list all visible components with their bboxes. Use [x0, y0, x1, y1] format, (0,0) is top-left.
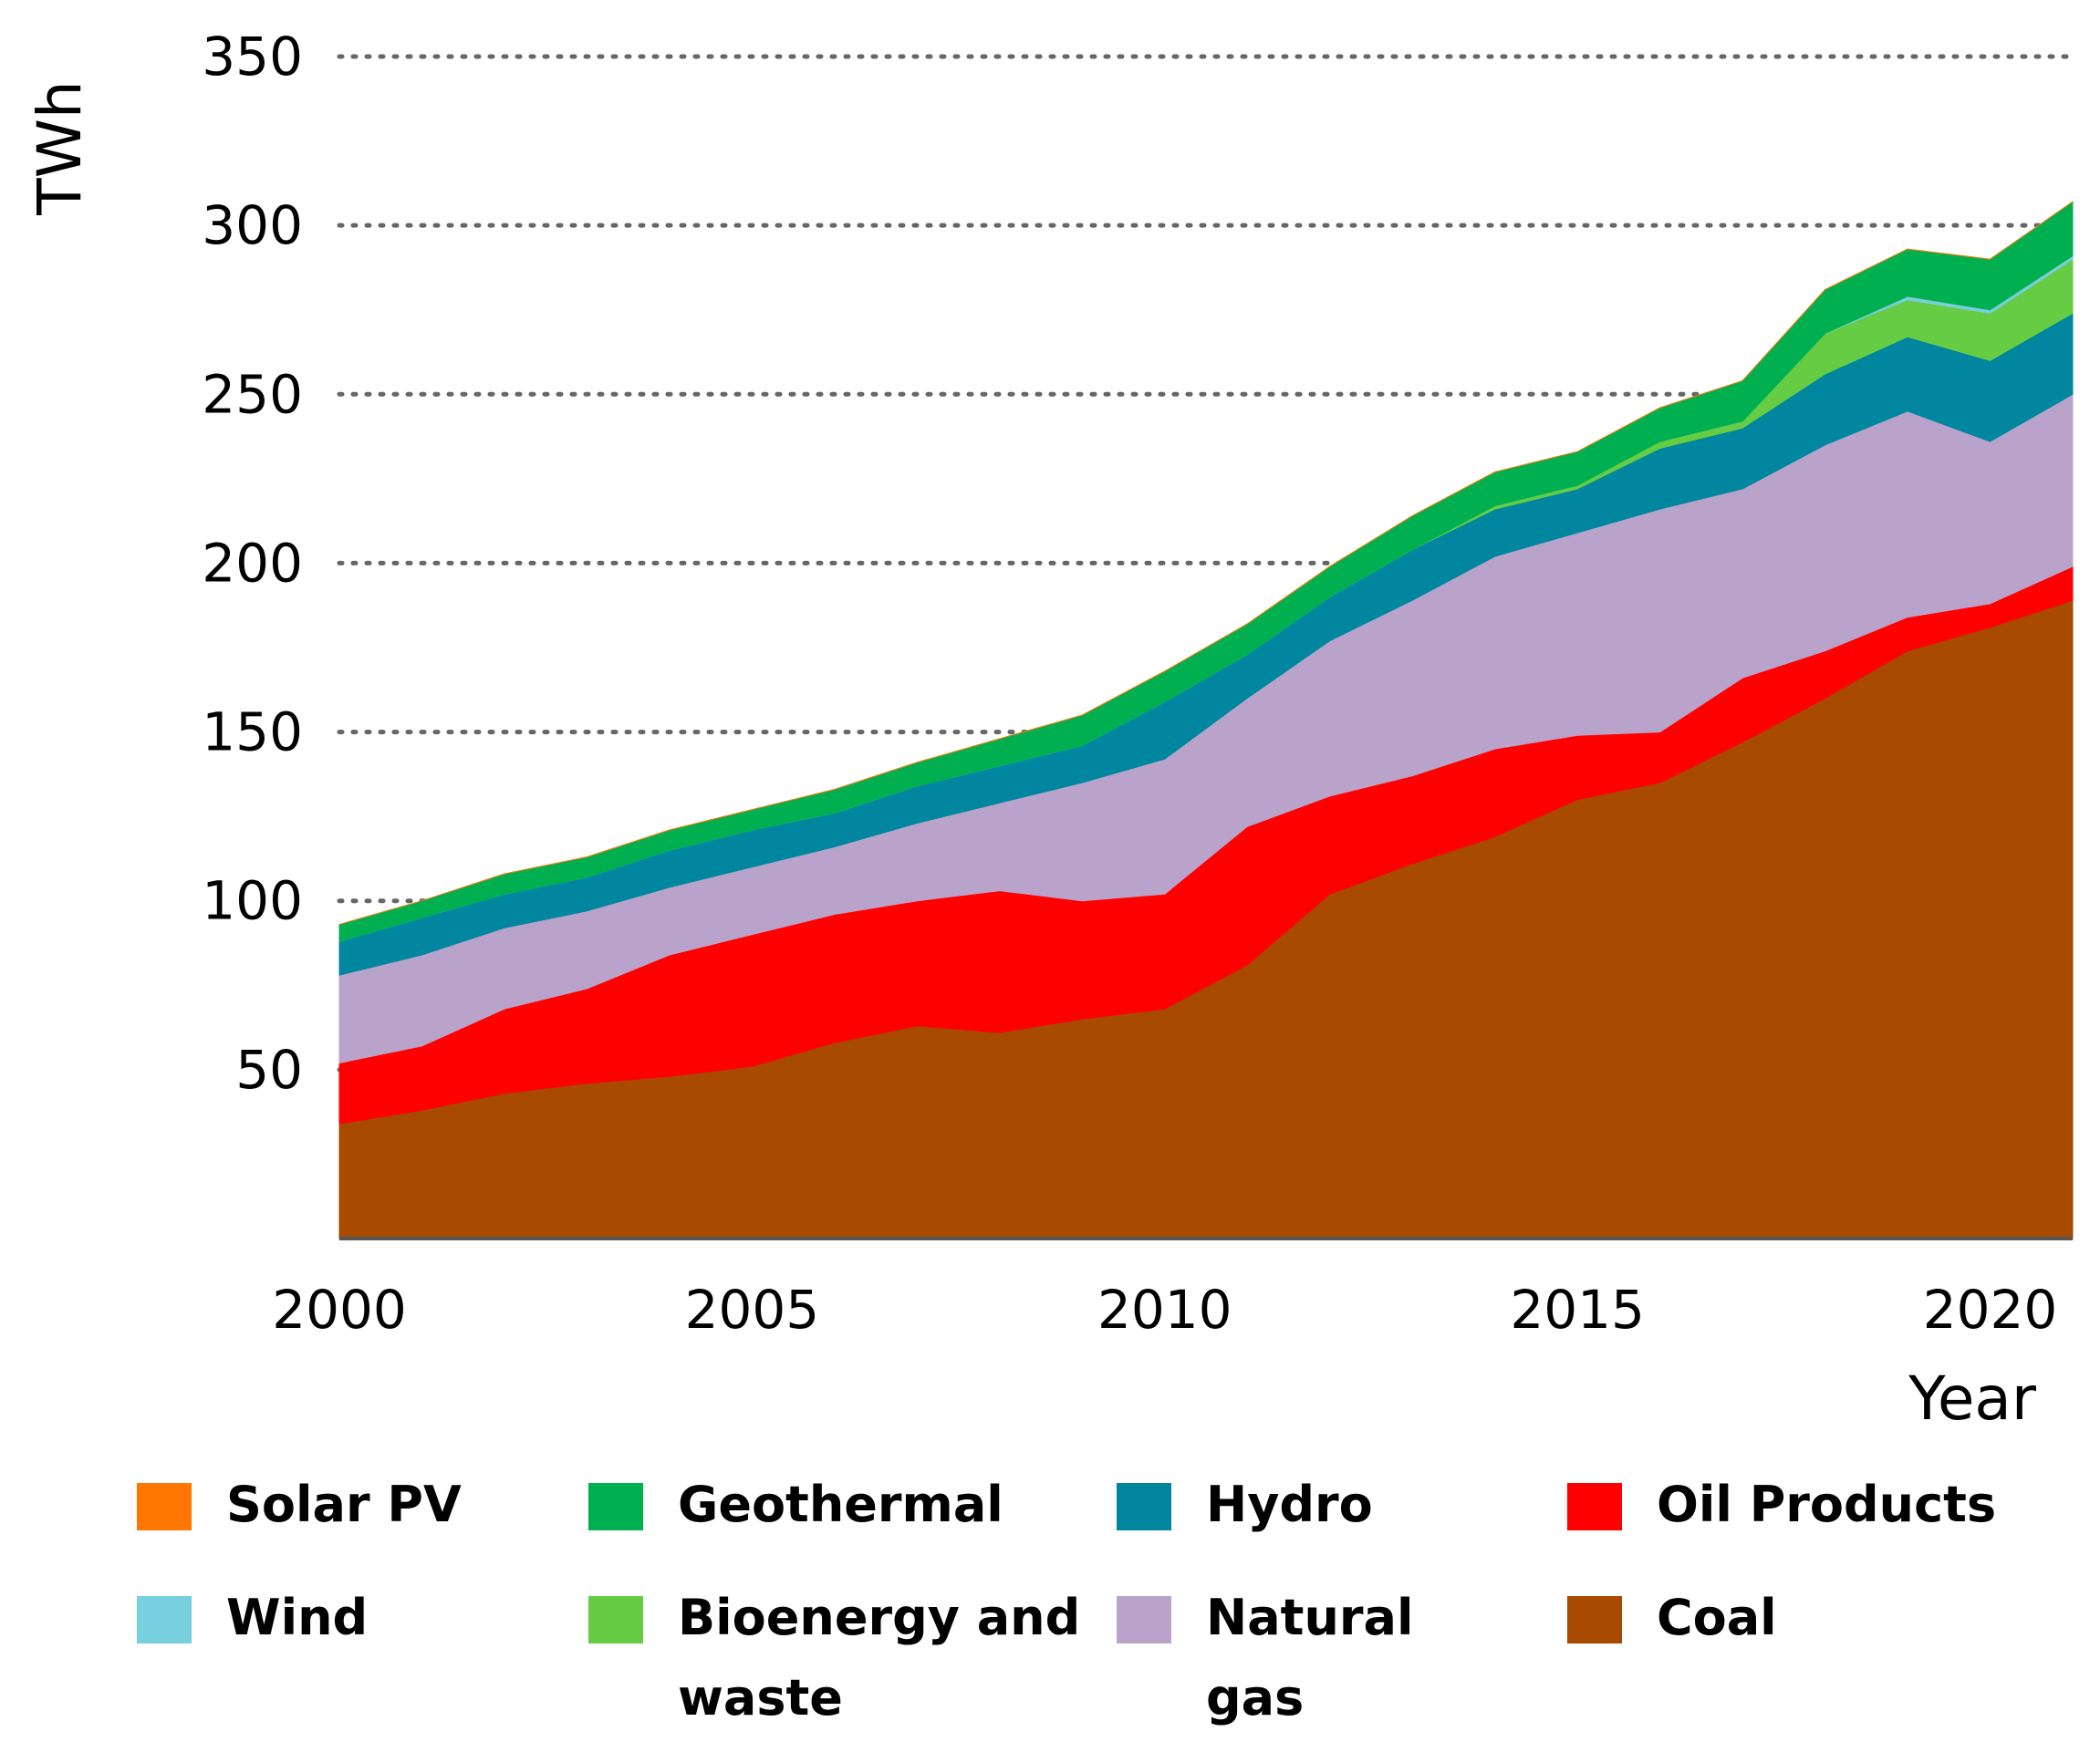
area-solar-pv [338, 201, 2074, 926]
x-tick-label-2015: 2015 [1510, 1279, 1645, 1341]
x-axis-label: Year [1908, 1364, 2037, 1434]
stacked-areas [338, 201, 2074, 1239]
y-tick-labels: 50 100 150 200 250 300 350 [202, 26, 303, 1101]
y-tick-label-50: 50 [235, 1039, 303, 1101]
x-tick-label-2000: 2000 [272, 1279, 407, 1341]
x-tick-labels: 2000 2005 2010 2015 2020 [272, 1279, 2057, 1341]
y-tick-label-300: 300 [202, 194, 303, 256]
y-tick-label-250: 250 [202, 363, 303, 425]
y-tick-label-150: 150 [202, 701, 303, 763]
y-tick-label-100: 100 [202, 870, 303, 932]
y-tick-label-200: 200 [202, 532, 303, 594]
x-tick-label-2020: 2020 [1923, 1279, 2058, 1341]
x-tick-label-2010: 2010 [1097, 1279, 1232, 1341]
x-tick-label-2005: 2005 [685, 1279, 820, 1341]
y-tick-label-350: 350 [202, 26, 303, 88]
y-axis-label: TWh [25, 80, 95, 215]
